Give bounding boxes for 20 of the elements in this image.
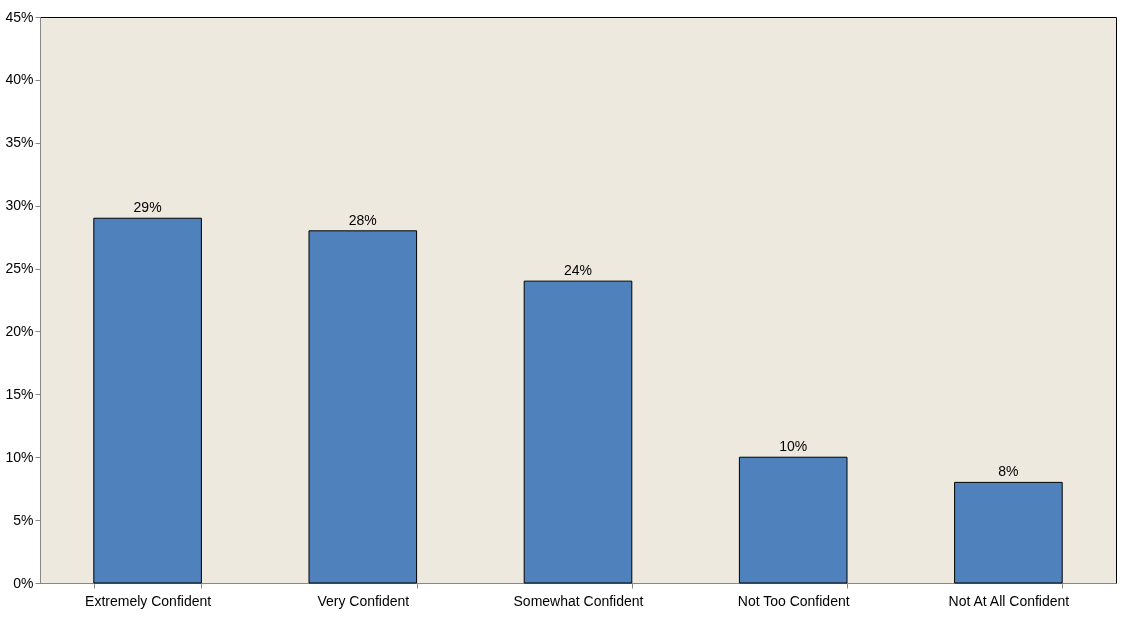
y-tick-label: 15%: [5, 385, 34, 402]
y-tick-label: 0%: [13, 574, 34, 591]
x-tick-label: Not At All Confident: [948, 592, 1070, 609]
data-label: 10%: [779, 438, 808, 455]
x-tick-label: Very Confident: [317, 592, 410, 609]
y-tick-label: 40%: [5, 71, 34, 88]
y-tick-label: 25%: [5, 260, 34, 277]
data-label: 8%: [998, 463, 1019, 480]
y-tick-label: 45%: [5, 8, 34, 25]
y-tick-label: 35%: [5, 134, 34, 151]
y-tick-label: 5%: [13, 511, 34, 528]
data-label: 28%: [348, 211, 377, 228]
x-tick-label: Not Too Confident: [737, 592, 850, 609]
y-tick-label: 20%: [5, 322, 34, 339]
x-tick-label: Somewhat Confident: [513, 592, 644, 609]
data-label: 24%: [563, 262, 593, 279]
y-tick-label: 10%: [5, 448, 34, 465]
y-tick-label: 30%: [5, 197, 34, 214]
data-label: 29%: [133, 199, 162, 216]
x-tick-label: Extremely Confident: [85, 592, 212, 609]
